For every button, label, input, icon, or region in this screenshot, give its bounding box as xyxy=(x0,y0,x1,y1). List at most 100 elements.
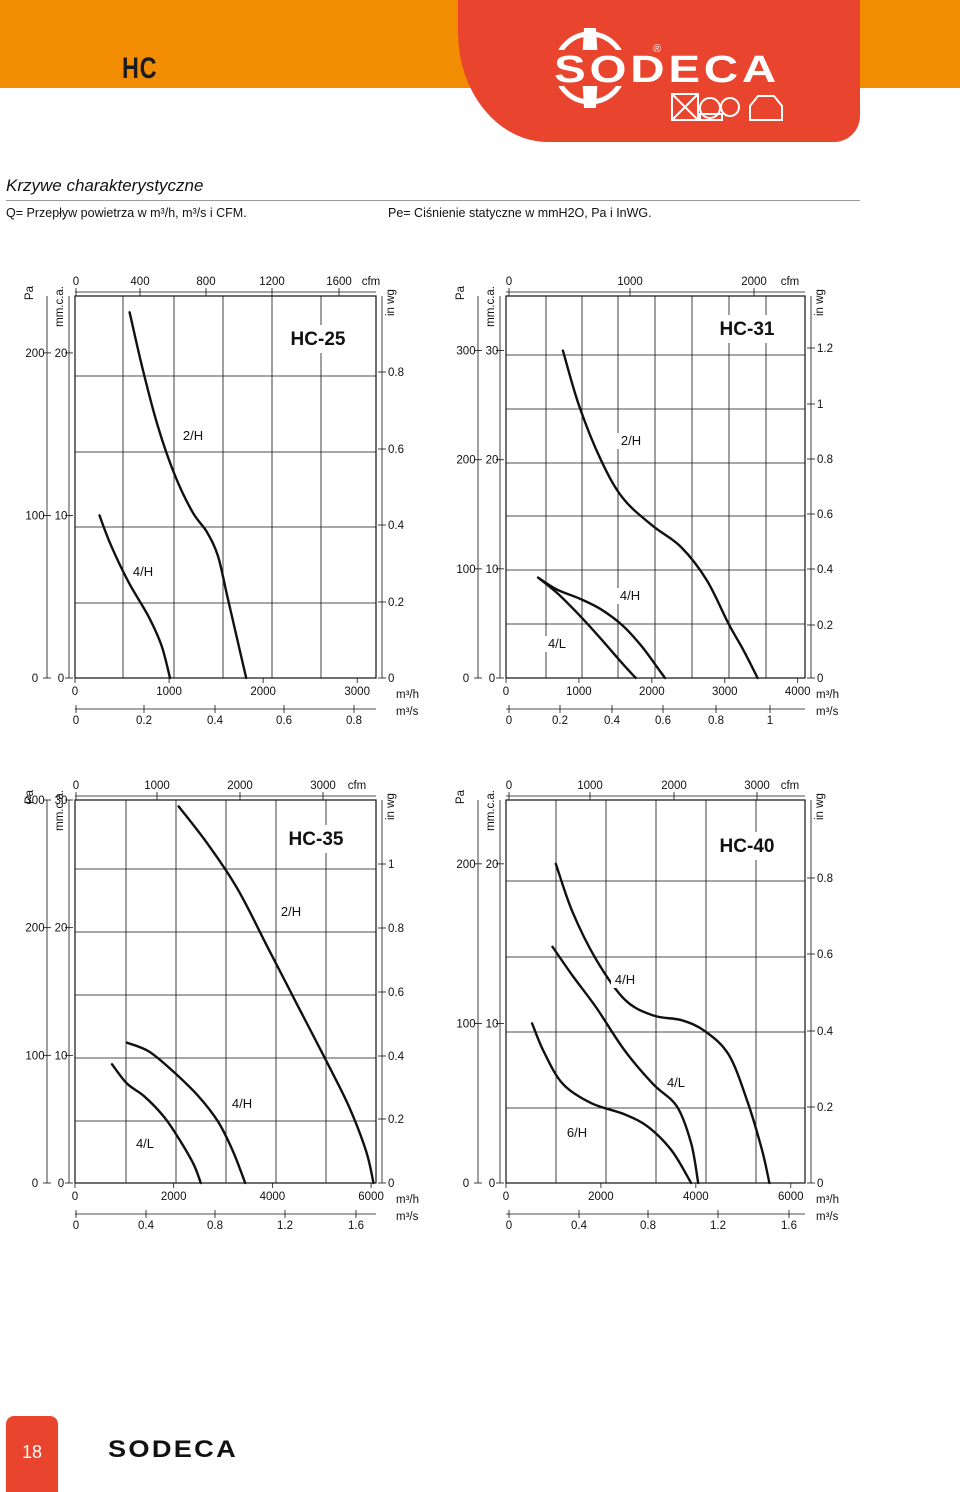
pa-tick-label: 200 xyxy=(25,923,44,935)
cfm-tick-label: 800 xyxy=(196,276,215,288)
inwg-tick-label: 0.8 xyxy=(388,923,404,935)
title-backdrop xyxy=(709,832,785,860)
inwg-axis-label: in wg xyxy=(385,289,397,316)
inwg-tick-label: 0 xyxy=(388,1178,394,1190)
series-label: 2/H xyxy=(281,904,301,919)
m3s-tick-label: 0.8 xyxy=(708,715,724,727)
inwg-tick-label: 0 xyxy=(817,1178,823,1190)
m3h-tick-label: 2000 xyxy=(250,686,276,698)
series-label: 6/H xyxy=(567,1125,587,1140)
pa-tick-label: 100 xyxy=(456,564,475,576)
m3s-tick-label: 0.4 xyxy=(604,715,621,727)
product-icons xyxy=(671,93,783,121)
cfm-axis-label: cfm xyxy=(362,276,381,288)
plot-frame xyxy=(505,799,806,1184)
pressure-legend: Pe= Ciśnienie statyczne w mmH2O, Pa i In… xyxy=(388,206,652,220)
m3h-tick-label: 1000 xyxy=(566,686,592,698)
title-backdrop xyxy=(278,825,354,853)
pa-tick-label: 0 xyxy=(463,1178,469,1190)
plot-frame xyxy=(505,295,806,679)
mm-tick-label: 0 xyxy=(489,673,495,685)
curve-4-H xyxy=(98,514,172,680)
curve-2-H xyxy=(561,349,759,680)
inwg-tick-label: 1 xyxy=(388,859,394,871)
m3s-tick-label: 0.4 xyxy=(207,715,224,727)
m3s-tick-label: 0 xyxy=(506,1220,512,1232)
chart-title: HC-25 xyxy=(291,329,346,350)
series-label: 2/H xyxy=(621,433,641,448)
cfm-tick-label: 0 xyxy=(506,780,512,792)
inwg-tick-label: 0.6 xyxy=(817,949,833,961)
inwg-tick-label: 0.2 xyxy=(817,1102,833,1114)
m3s-tick-label: 1.6 xyxy=(781,1220,797,1232)
m3h-tick-label: 0 xyxy=(503,1191,509,1203)
mm-tick-label: 0 xyxy=(489,1178,495,1190)
cfm-tick-label: 1000 xyxy=(144,780,170,792)
chart-title: HC-31 xyxy=(720,319,775,340)
inwg-tick-label: 0 xyxy=(388,673,394,685)
cfm-tick-label: 0 xyxy=(73,780,79,792)
cfm-tick-label: 1600 xyxy=(326,276,352,288)
pa-axis-label: Pa xyxy=(24,285,36,300)
label-backdrop xyxy=(129,564,157,580)
curve-4-H xyxy=(536,576,667,680)
m3s-tick-label: 0.8 xyxy=(640,1220,656,1232)
inwg-tick-label: 0 xyxy=(817,673,823,685)
plot-frame xyxy=(74,295,377,679)
mm-tick-label: 0 xyxy=(58,673,64,685)
cfm-tick-label: 3000 xyxy=(744,780,770,792)
mm-tick-label: 10 xyxy=(55,1050,68,1062)
cfm-tick-label: 2000 xyxy=(741,276,767,288)
pa-tick-label: 0 xyxy=(463,673,469,685)
mm-tick-label: 30 xyxy=(55,795,68,807)
label-backdrop xyxy=(228,1096,256,1112)
m3h-tick-label: 0 xyxy=(72,1191,78,1203)
curve-2-H xyxy=(177,805,375,1185)
inwg-tick-label: 0.6 xyxy=(817,509,833,521)
inwg-tick-label: 0.4 xyxy=(817,1026,834,1038)
series-label: 2/H xyxy=(183,428,203,443)
pa-tick-label: 200 xyxy=(456,859,475,871)
m3s-axis-label: m³/s xyxy=(396,1211,419,1223)
title-backdrop xyxy=(280,325,356,353)
m3s-tick-label: 0 xyxy=(73,715,79,727)
inwg-tick-label: 1 xyxy=(817,399,823,411)
m3s-tick-label: 0 xyxy=(506,715,512,727)
label-backdrop xyxy=(543,636,571,652)
pa-tick-label: 100 xyxy=(25,510,44,522)
pa-axis-label: Pa xyxy=(455,285,467,300)
m3s-axis-label: m³/s xyxy=(816,706,839,718)
inwg-tick-label: 0.4 xyxy=(817,564,834,576)
label-backdrop xyxy=(611,972,639,988)
section-title: Krzywe charakterystyczne xyxy=(6,176,204,195)
label-backdrop xyxy=(617,433,645,449)
cfm-tick-label: 2000 xyxy=(227,780,253,792)
m3h-tick-label: 3000 xyxy=(344,686,370,698)
label-backdrop xyxy=(563,1125,591,1141)
m3s-tick-label: 0.6 xyxy=(276,715,292,727)
curve-4-H xyxy=(125,1041,247,1185)
curve-4-L xyxy=(551,945,700,1185)
chart-title: HC-35 xyxy=(289,829,344,850)
curve-2-H xyxy=(128,311,248,680)
flow-legend: Q= Przepływ powietrza w m³/h, m³/s i CFM… xyxy=(6,206,247,220)
mm-axis-label: mm.c.a. xyxy=(54,286,66,327)
label-backdrop xyxy=(277,904,305,920)
label-backdrop xyxy=(131,1136,159,1152)
m3s-tick-label: 0.2 xyxy=(552,715,568,727)
curve-4-L xyxy=(536,576,637,680)
m3s-tick-label: 1.2 xyxy=(277,1220,293,1232)
cfm-tick-label: 1000 xyxy=(617,276,643,288)
page-title: HC xyxy=(122,52,158,85)
footer-wordmark: SODECA xyxy=(108,1436,238,1462)
cfm-tick-label: 1200 xyxy=(259,276,285,288)
pa-tick-label: 300 xyxy=(456,346,475,358)
m3s-tick-label: 0 xyxy=(73,1220,79,1232)
pa-tick-label: 300 xyxy=(25,795,44,807)
pa-tick-label: 200 xyxy=(456,455,475,467)
inwg-tick-label: 0.6 xyxy=(388,987,404,999)
label-backdrop xyxy=(179,428,207,444)
